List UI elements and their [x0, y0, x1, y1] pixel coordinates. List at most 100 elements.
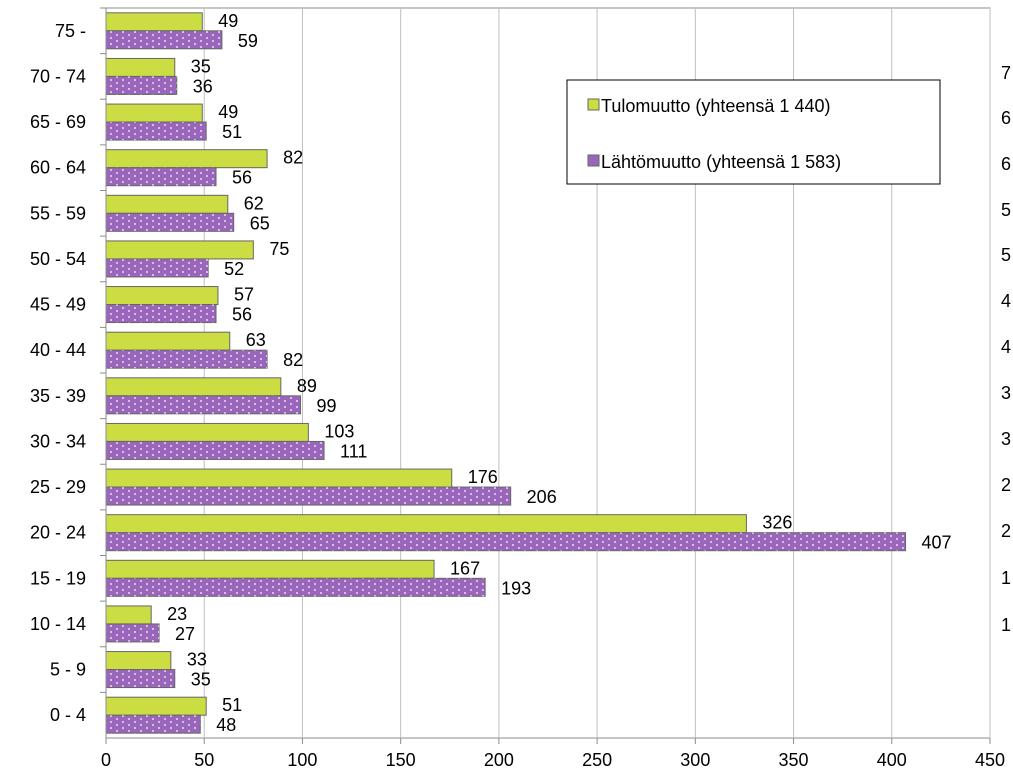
data-label: 27 — [175, 624, 195, 644]
y-tick-label: 5 - 9 — [50, 660, 86, 680]
data-label: 89 — [297, 376, 317, 396]
bar-tulomuutto — [105, 468, 453, 488]
bar-tulomuutto — [105, 651, 172, 671]
legend-swatch — [587, 98, 600, 111]
bar-tulomuutto — [105, 12, 203, 32]
bars — [105, 12, 907, 734]
x-tick-label: 450 — [975, 750, 1005, 770]
right-axis-clipped-label: 4 — [1001, 291, 1011, 311]
bar-tulomuutto — [105, 422, 309, 442]
y-tick-label: 45 - 49 — [30, 295, 86, 315]
y-tick-label: 0 - 4 — [50, 705, 86, 725]
legend-label: Tulomuutto (yhteensä 1 440) — [601, 96, 830, 116]
right-axis-clipped-label: 5 — [1001, 245, 1011, 265]
x-tick-label: 400 — [877, 750, 907, 770]
x-tick-label: 300 — [680, 750, 710, 770]
bar-pattern — [106, 304, 217, 323]
y-tick-label: 40 - 44 — [30, 340, 86, 360]
data-label: 82 — [283, 350, 303, 370]
data-label: 75 — [269, 239, 289, 259]
right-axis-clipped-label: 2 — [1001, 475, 1011, 495]
right-axis-clipped-label: 6 — [1001, 108, 1011, 128]
data-label: 193 — [501, 578, 531, 598]
y-tick-label: 10 - 14 — [30, 614, 86, 634]
right-axis-clipped-label: 3 — [1001, 383, 1011, 403]
data-label: 82 — [283, 148, 303, 168]
data-labels: 4959353649518256626575525756638289991031… — [167, 11, 951, 735]
bar-pattern — [106, 30, 222, 49]
data-label: 63 — [246, 330, 266, 350]
right-axis-clipped-label: 2 — [1001, 521, 1011, 541]
right-axis-clipped-label: 5 — [1001, 200, 1011, 220]
data-label: 103 — [324, 421, 354, 441]
bar-pattern — [106, 623, 160, 642]
bar-tulomuutto — [105, 240, 254, 260]
bar-pattern — [106, 532, 906, 551]
data-label: 49 — [218, 11, 238, 31]
bar-pattern — [106, 76, 177, 95]
data-label: 49 — [218, 102, 238, 122]
bar-pattern — [106, 578, 486, 597]
data-label: 23 — [167, 604, 187, 624]
x-tick-label: 0 — [101, 750, 111, 770]
data-label: 407 — [922, 533, 952, 553]
x-tick-label: 150 — [386, 750, 416, 770]
y-tick-label: 20 - 24 — [30, 523, 86, 543]
data-label: 52 — [224, 259, 244, 279]
bar-tulomuutto — [105, 696, 207, 716]
data-label: 65 — [250, 213, 270, 233]
data-label: 59 — [238, 31, 258, 51]
data-label: 176 — [468, 467, 498, 487]
data-label: 51 — [222, 695, 242, 715]
x-tick-label: 350 — [779, 750, 809, 770]
data-label: 56 — [232, 168, 252, 188]
y-tick-label: 65 - 69 — [30, 112, 86, 132]
bar-pattern — [106, 669, 175, 688]
right-axis-clipped-label: 3 — [1001, 429, 1011, 449]
data-label: 62 — [244, 193, 264, 213]
data-label: 48 — [216, 715, 236, 735]
bar-tulomuutto — [105, 559, 435, 579]
bar-tulomuutto — [105, 286, 219, 306]
y-tick-label: 35 - 39 — [30, 386, 86, 406]
bar-pattern — [106, 122, 207, 141]
y-tick-label: 75 - — [55, 21, 86, 41]
right-axis-clipped-label: 6 — [1001, 154, 1011, 174]
legend-box — [566, 79, 941, 185]
axes: 0 50 100 150 200 250 300 350 400 450 75 - 70 - 74 65… — [30, 7, 1005, 770]
right-axis-clipped-label: 4 — [1001, 337, 1011, 357]
bar-tulomuutto — [105, 57, 176, 77]
data-label: 326 — [762, 513, 792, 533]
legend-swatch — [587, 154, 600, 167]
bar-pattern — [106, 350, 268, 369]
legend: Tulomuutto (yhteensä 1 440) Lähtömuutto (… — [566, 79, 941, 185]
bar-pattern — [106, 258, 209, 277]
bar-tulomuutto — [105, 149, 268, 169]
data-label: 111 — [340, 441, 367, 461]
bar-pattern — [106, 487, 511, 506]
data-label: 167 — [450, 558, 480, 578]
bar-tulomuutto — [105, 377, 282, 397]
data-label: 35 — [191, 56, 211, 76]
bar-pattern — [106, 395, 301, 414]
bar-pattern — [106, 213, 234, 232]
bar-tulomuutto — [105, 194, 229, 214]
x-tick-label: 100 — [287, 750, 317, 770]
y-tick-label: 50 - 54 — [30, 249, 86, 269]
y-tick-label: 25 - 29 — [30, 477, 86, 497]
data-label: 99 — [316, 396, 336, 416]
data-label: 206 — [527, 487, 557, 507]
x-tick-label: 200 — [484, 750, 514, 770]
data-label: 33 — [187, 650, 207, 670]
data-label: 57 — [234, 285, 254, 305]
right-axis-clipped-label: 7 — [1001, 63, 1011, 83]
right-axis-clipped-label: 1 — [1001, 568, 1011, 588]
bar-pattern — [106, 441, 325, 460]
y-tick-label: 15 - 19 — [30, 568, 86, 588]
y-tick-label: 30 - 34 — [30, 431, 86, 451]
data-label: 35 — [191, 670, 211, 690]
y-tick-label: 70 - 74 — [30, 66, 86, 86]
data-label: 56 — [232, 305, 252, 325]
y-tick-label: 55 - 59 — [30, 203, 86, 223]
